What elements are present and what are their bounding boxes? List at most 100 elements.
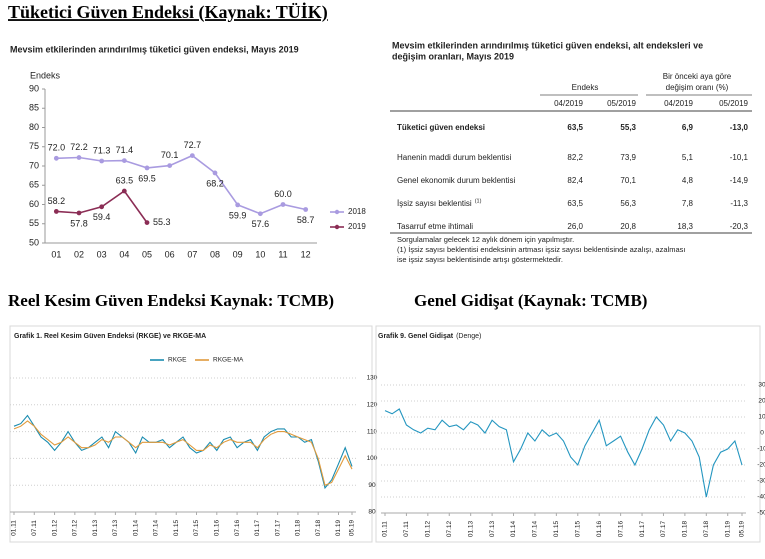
row-label: İşsiz sayısı beklentisi	[397, 199, 472, 208]
data-label: 63.5	[116, 175, 134, 185]
x-tick-label: 07.17	[660, 520, 667, 537]
y-tick-label: -20	[757, 462, 765, 469]
x-tick-label: 07.12	[446, 520, 453, 537]
x-tick-label: 01.12	[51, 519, 58, 536]
x-tick-label: 03	[97, 249, 107, 259]
cell: 63,5	[567, 199, 583, 208]
cell: -13,0	[730, 123, 749, 132]
x-tick-label: 06	[165, 249, 175, 259]
y-tick-label: 90	[29, 83, 39, 93]
sub-header: 05/2019	[719, 99, 748, 108]
y-tick-label: 0	[760, 430, 764, 437]
x-tick-label: 07.14	[532, 520, 539, 537]
x-tick-label: 01.14	[510, 520, 517, 537]
cell: 56,3	[620, 199, 636, 208]
sub-header: 04/2019	[664, 99, 693, 108]
x-tick-label: 01.14	[132, 519, 139, 536]
cell: -10,1	[730, 153, 749, 162]
x-tick-label: 05	[142, 249, 152, 259]
point	[76, 155, 82, 160]
point	[189, 153, 195, 159]
row-label: Tasarruf etme ihtimali	[397, 222, 473, 231]
y-tick-label: 55	[29, 218, 39, 228]
cell: 82,2	[567, 153, 583, 162]
y-tick-label: -10	[757, 446, 765, 453]
cell: 55,3	[620, 123, 636, 132]
chart-title: Grafik 9. Genel Gidişat	[378, 333, 454, 340]
note: ise işsiz sayısı beklentisinde artışı gö…	[397, 255, 563, 264]
x-tick-label: 12	[301, 249, 311, 259]
sub-header: 04/2019	[554, 99, 583, 108]
x-tick-label: 02	[74, 249, 84, 259]
x-tick-label: 04	[119, 249, 129, 259]
x-tick-label: 10	[255, 249, 265, 259]
data-label: 69.5	[138, 173, 156, 183]
point	[257, 211, 263, 217]
group-header: Bir önceki aya göre	[663, 72, 732, 81]
x-tick-label: 01.11	[382, 521, 389, 537]
data-label: 72.0	[48, 143, 66, 153]
chart-subtitle: (Denge)	[456, 333, 481, 340]
cell: -20,3	[730, 222, 749, 231]
x-tick-label: 07.15	[193, 519, 200, 536]
x-tick-label: 01.13	[467, 520, 474, 537]
row-label: Hanenin maddi durum beklentisi	[397, 153, 512, 162]
cell: 5,1	[682, 153, 694, 162]
y-axis-label: Endeks	[30, 70, 61, 80]
y-tick-label: 100	[367, 455, 378, 462]
section-heading: Reel Kesim Güven Endeksi Kaynak: TCMB)	[8, 291, 334, 310]
y-tick-label: -40	[757, 494, 765, 501]
y-tick-label: 80	[29, 122, 39, 132]
y-tick-label: 90	[368, 482, 376, 489]
y-tick-label: 60	[29, 199, 39, 209]
x-tick-label: 07.13	[112, 519, 119, 536]
data-label: 58.2	[48, 196, 66, 206]
x-tick-label: 01.16	[214, 519, 221, 536]
legend-label: RKGE-MA	[213, 357, 244, 364]
x-tick-label: 05.19	[349, 519, 356, 536]
group-header: Endeks	[572, 83, 599, 92]
note: (1) İşsiz sayısı beklentisi endeksinin a…	[397, 245, 685, 254]
y-tick-label: 120	[367, 402, 378, 409]
x-tick-label: 11	[278, 249, 287, 259]
cell: 7,8	[682, 199, 694, 208]
cell: 18,3	[677, 222, 693, 231]
x-tick-label: 07	[187, 249, 197, 259]
page-title: Tüketici Güven Endeksi (Kaynak: TÜİK)	[8, 2, 328, 23]
note: Sorgulamalar gelecek 12 aylık dönem için…	[397, 235, 574, 244]
cell: -11,3	[730, 199, 748, 208]
x-tick-label: 07.16	[617, 520, 624, 537]
x-tick-label: 01.19	[724, 520, 731, 537]
point	[144, 220, 150, 225]
y-tick-label: 110	[367, 428, 378, 435]
series-line	[13, 414, 353, 490]
x-tick-label: 05.19	[739, 520, 746, 537]
x-tick-label: 01.11	[11, 520, 18, 536]
y-tick-label: 50	[29, 237, 39, 247]
x-tick-label: 01.18	[295, 519, 302, 536]
cell: 6,9	[682, 123, 694, 132]
cell: -14,9	[730, 176, 749, 185]
x-tick-label: 01.15	[173, 519, 180, 536]
x-tick-label: 07.13	[489, 520, 496, 537]
data-label: 68.2	[206, 178, 224, 188]
x-tick-label: 07.11	[403, 521, 410, 537]
data-label: 71.3	[93, 145, 111, 155]
point	[99, 204, 105, 210]
chart-title: Grafik 1. Reel Kesim Güven Endeksi (RKGE…	[14, 333, 206, 340]
point	[99, 158, 105, 164]
cell: 26,0	[567, 222, 583, 231]
y-tick-label: 130	[367, 375, 378, 382]
x-tick-label: 01.15	[553, 520, 560, 537]
y-tick-label: 10	[758, 414, 765, 421]
cell: 73,9	[620, 153, 636, 162]
data-label: 57.8	[70, 218, 88, 228]
y-tick-label: 65	[29, 180, 39, 190]
x-tick-label: 01.17	[254, 519, 261, 536]
point	[121, 188, 127, 194]
x-tick-label: 01.17	[639, 520, 646, 537]
x-tick-label: 08	[210, 249, 220, 259]
y-tick-label: 80	[368, 509, 376, 516]
cell: 20,8	[620, 222, 636, 231]
legend-label: 2018	[348, 207, 366, 216]
